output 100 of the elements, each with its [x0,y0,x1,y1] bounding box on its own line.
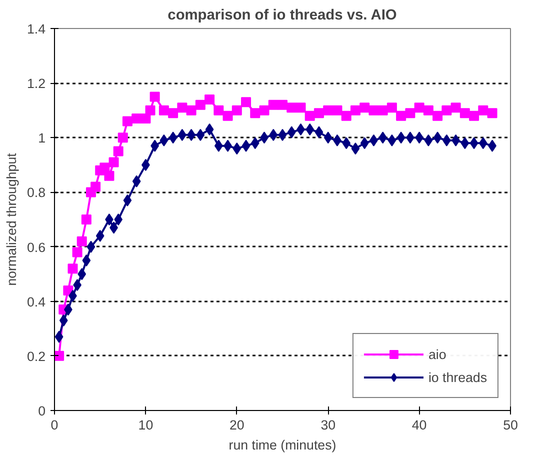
point [268,100,278,110]
point [168,108,178,118]
point [250,137,260,150]
point [222,110,233,121]
point [132,114,142,124]
point [81,214,92,224]
point [432,110,443,121]
point [342,137,351,150]
point [424,134,433,146]
point [168,132,178,144]
x-tick-label: 0 [50,418,58,432]
point [423,105,434,116]
y-tick-label: 1 [38,130,46,146]
point [122,116,132,126]
point [105,214,114,226]
x-tick-label: 10 [138,418,154,432]
point [123,194,132,206]
point [82,254,91,266]
point [114,214,123,226]
point [108,157,119,168]
point [259,105,270,116]
point [132,175,141,188]
y-tick-label: 0.6 [26,240,46,255]
point [158,105,169,116]
point [54,330,64,343]
point [232,105,242,116]
point [460,108,470,118]
legend-label: io threads [428,370,487,384]
point [433,132,442,144]
point [304,110,315,121]
y-tick-label: 0.2 [26,348,46,364]
point [86,240,96,253]
point [386,102,397,113]
chart-title: comparison of io threads vs. AIO [168,8,397,24]
point [269,128,278,141]
y-tick-label: 0.8 [26,185,46,200]
point [314,108,324,118]
point [487,108,498,118]
point [145,105,156,116]
point [414,102,424,113]
point [470,137,478,150]
point [341,110,352,121]
point [442,105,452,116]
point [306,123,314,136]
point [214,105,224,116]
legend-label: aio [428,346,448,362]
point [478,137,488,150]
y-axis-title: normalized throughput [4,152,19,286]
y-tick-label: 0.4 [26,294,46,310]
x-axis-title: run time (minutes) [228,438,336,452]
point [360,102,370,113]
point [113,146,124,156]
point [351,142,360,155]
point [160,134,168,146]
point [460,137,470,150]
point [442,134,451,146]
x-tick-label: 30 [320,418,336,432]
point [72,247,82,258]
point [54,350,64,361]
x-tick-label: 20 [229,418,244,432]
point [232,142,242,155]
point [396,110,406,121]
point [478,105,488,116]
point [296,102,306,113]
point [405,108,416,118]
point [278,100,288,110]
point [140,114,151,124]
point [287,126,296,138]
point [196,128,205,141]
point [177,102,188,113]
point [324,132,332,144]
point [204,94,215,104]
point [332,105,342,116]
point [186,105,196,116]
point [378,105,388,116]
point [368,105,379,116]
point [314,126,324,138]
x-tick-label: 50 [503,418,518,432]
point [450,102,461,113]
point [214,140,223,152]
point [242,140,250,152]
point [250,108,260,118]
point [286,102,297,113]
y-tick-label: 1.4 [26,22,46,36]
point [76,236,87,246]
point [59,314,68,326]
point [90,182,101,192]
point [278,128,287,141]
point [104,170,114,181]
point [205,123,214,136]
y-tick-label: 0 [38,404,46,418]
point [150,92,160,102]
point [241,97,252,108]
point [118,132,128,143]
point [96,230,104,242]
point [388,134,396,146]
y-tick-label: 1.2 [26,76,46,92]
x-tick-label: 40 [412,418,427,432]
point [78,268,86,280]
point [469,110,480,121]
